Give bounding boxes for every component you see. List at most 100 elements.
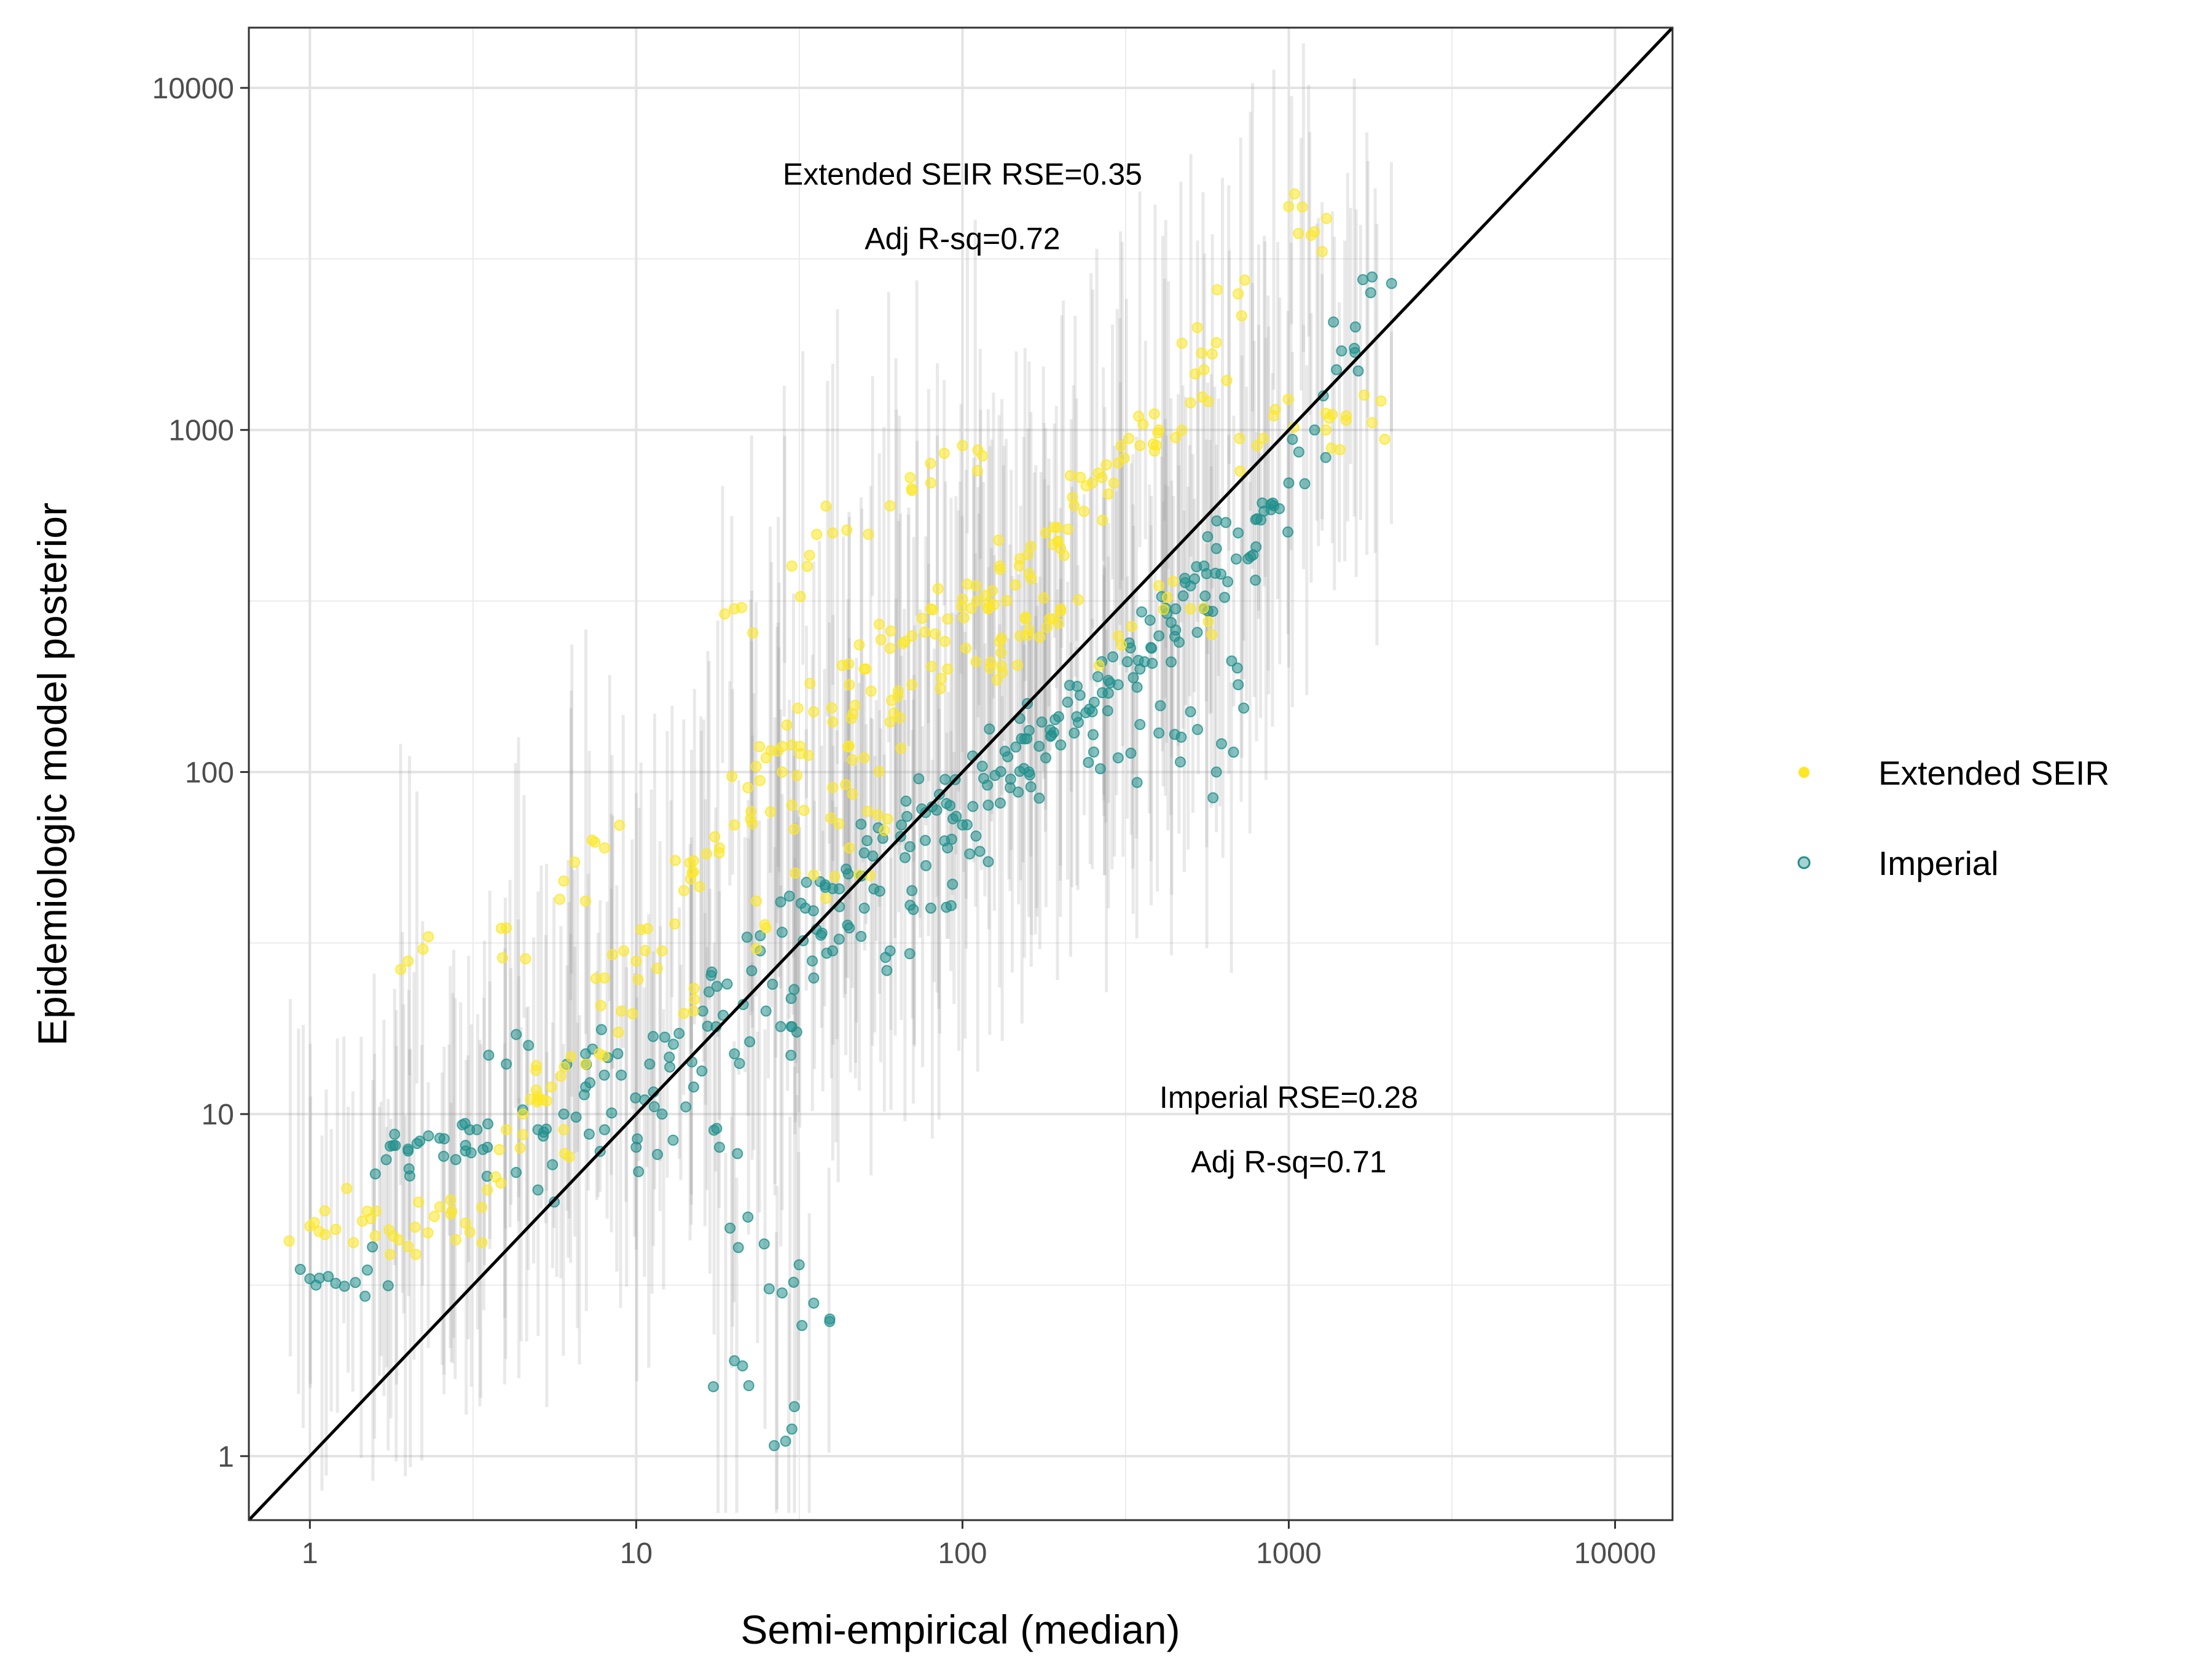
imperial-point bbox=[1018, 763, 1030, 774]
imperial-point bbox=[1155, 700, 1166, 712]
imperial-point bbox=[702, 1021, 713, 1032]
extended-seir-point bbox=[569, 857, 581, 868]
extended-seir-point bbox=[1206, 348, 1218, 360]
x-axis-ticks: 1 10 100 1000 10000 bbox=[302, 1520, 1656, 1570]
extended-seir-point bbox=[1176, 425, 1188, 436]
extended-seir-point bbox=[422, 1227, 434, 1239]
extended-seir-point bbox=[1296, 201, 1308, 213]
imperial-point bbox=[1226, 655, 1237, 667]
imperial-point bbox=[913, 773, 925, 785]
extended-seir-point bbox=[811, 528, 823, 540]
imperial-point bbox=[901, 810, 913, 822]
extended-seir-point bbox=[1191, 322, 1203, 334]
imperial-point bbox=[673, 1027, 685, 1039]
extended-seir-point bbox=[754, 741, 766, 753]
extended-seir-point bbox=[1190, 368, 1201, 380]
extended-seir-point bbox=[495, 922, 507, 934]
imperial-point bbox=[1233, 527, 1244, 539]
imperial-point bbox=[880, 952, 892, 963]
imperial-point bbox=[763, 1283, 775, 1295]
extended-seir-point bbox=[1073, 594, 1084, 606]
imperial-point bbox=[1328, 316, 1339, 328]
extended-seir-point bbox=[1158, 603, 1169, 615]
imperial-point bbox=[919, 834, 931, 846]
imperial-point bbox=[1175, 756, 1186, 768]
extended-seir-point bbox=[1153, 580, 1165, 592]
extended-seir-point bbox=[497, 952, 509, 963]
imperial-point bbox=[1053, 711, 1064, 723]
extended-seir-point bbox=[501, 1124, 512, 1135]
extended-seir-point bbox=[873, 618, 885, 630]
extended-seir-point bbox=[962, 578, 973, 590]
extended-seir-point bbox=[1206, 629, 1218, 640]
extended-seir-point bbox=[786, 560, 798, 572]
extended-seir-point bbox=[1293, 227, 1304, 239]
extended-seir-point bbox=[409, 1222, 421, 1233]
extended-seir-point bbox=[788, 823, 800, 835]
extended-seir-point bbox=[632, 974, 644, 986]
extended-seir-point bbox=[546, 1081, 557, 1093]
imperial-point bbox=[1112, 752, 1124, 764]
imperial-point bbox=[1258, 505, 1270, 517]
imperial-point bbox=[538, 1126, 549, 1138]
extended-seir-point bbox=[747, 627, 759, 639]
extended-seir-point bbox=[1210, 337, 1222, 348]
extended-seir-point bbox=[1025, 541, 1037, 552]
imperial-point bbox=[855, 818, 867, 830]
imperial-point bbox=[807, 955, 818, 967]
extended-seir-point bbox=[808, 869, 820, 881]
imperial-point bbox=[697, 1005, 708, 1017]
extended-seir-point bbox=[994, 563, 1006, 575]
extended-seir-point bbox=[900, 636, 911, 648]
extended-seir-point bbox=[1115, 440, 1127, 452]
legend-key-extended-seir bbox=[1798, 767, 1810, 778]
extended-seir-point bbox=[1320, 213, 1332, 224]
extended-seir-point bbox=[970, 656, 982, 668]
extended-seir-point bbox=[558, 1124, 570, 1135]
imperial-rsq-annotation: Adj R-sq=0.71 bbox=[1191, 1145, 1386, 1179]
imperial-point bbox=[976, 760, 988, 772]
extended-seir-point bbox=[1020, 611, 1032, 623]
extended-seir-point bbox=[1049, 522, 1061, 533]
extended-seir-point bbox=[283, 1235, 295, 1247]
imperial-point bbox=[1247, 549, 1259, 560]
extended-seir-point bbox=[820, 500, 832, 512]
extended-seir-point bbox=[678, 1008, 689, 1019]
extended-seir-point bbox=[858, 752, 870, 764]
extended-seir-point bbox=[991, 674, 1003, 686]
extended-seir-point bbox=[885, 625, 896, 637]
imperial-point bbox=[1083, 756, 1094, 768]
imperial-point bbox=[1144, 614, 1156, 626]
extended-seir-point bbox=[1282, 393, 1294, 405]
imperial-point bbox=[1331, 364, 1343, 375]
extended-seir-point bbox=[413, 1196, 425, 1208]
imperial-point bbox=[1211, 515, 1223, 527]
extended-seir-point bbox=[1202, 616, 1214, 627]
imperial-point bbox=[1094, 763, 1106, 775]
imperial-point bbox=[664, 1051, 675, 1063]
extended-seir-point bbox=[1269, 404, 1281, 415]
imperial-point bbox=[656, 1108, 668, 1120]
imperial-point bbox=[982, 799, 994, 811]
extended-seir-point bbox=[402, 955, 414, 967]
y-axis-title: Epidemiologic model posterior bbox=[29, 503, 75, 1046]
extended-seir-point bbox=[939, 635, 951, 647]
extended-seir-point bbox=[1112, 630, 1124, 641]
extended-seir-point bbox=[971, 465, 983, 477]
extended-seir-point bbox=[742, 782, 754, 793]
imperial-point bbox=[1010, 741, 1022, 753]
extended-seir-point bbox=[827, 782, 839, 793]
extended-seir-point bbox=[827, 527, 839, 539]
imperial-point bbox=[1367, 271, 1378, 283]
imperial-point bbox=[598, 1069, 610, 1081]
imperial-point bbox=[769, 1440, 780, 1451]
imperial-point bbox=[788, 984, 800, 995]
imperial-point bbox=[760, 1005, 772, 1017]
imperial-point bbox=[1088, 729, 1099, 740]
x-tick-label: 1000 bbox=[1256, 1537, 1322, 1570]
imperial-point bbox=[961, 819, 973, 831]
imperial-point bbox=[450, 1154, 461, 1166]
extended-seir-point bbox=[464, 1226, 476, 1238]
imperial-point bbox=[584, 1077, 596, 1089]
